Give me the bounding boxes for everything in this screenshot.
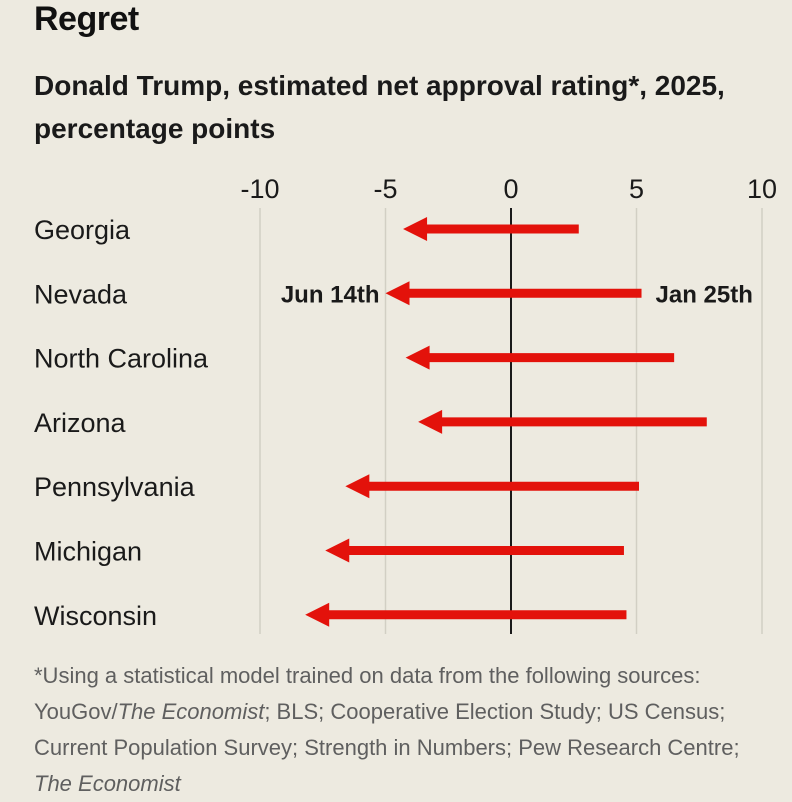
category-label: Pennsylvania xyxy=(34,472,196,502)
arrow-head xyxy=(405,345,430,370)
end-date-label: Jun 14th xyxy=(281,281,380,308)
x-tick-label: 0 xyxy=(503,174,518,204)
x-tick-label: 5 xyxy=(629,174,644,204)
date-annotations: Jun 14th Jan 25th xyxy=(281,281,753,308)
arrow-head xyxy=(345,474,370,499)
footnote-italic-1: The Economist xyxy=(117,699,265,724)
x-tick-label: -5 xyxy=(373,174,397,204)
arrow-head xyxy=(325,538,350,563)
chart-subtitle: Donald Trump, estimated net approval rat… xyxy=(34,70,725,144)
category-label: North Carolina xyxy=(34,344,209,374)
category-label: Nevada xyxy=(34,279,128,309)
x-tick-label: -10 xyxy=(240,174,279,204)
arrow-head xyxy=(385,281,410,306)
chart-title: Regret xyxy=(34,0,139,38)
start-date-label: Jan 25th xyxy=(656,281,753,308)
footnote: *Using a statistical model trained on da… xyxy=(34,658,774,802)
x-tick-labels: -10 -5 0 5 10 xyxy=(240,174,777,204)
arrow-head xyxy=(305,602,330,627)
arrow-head xyxy=(418,409,443,434)
category-label: Georgia xyxy=(34,215,131,245)
arrows xyxy=(305,217,707,627)
category-label: Arizona xyxy=(34,408,127,438)
x-tick-label: 10 xyxy=(747,174,777,204)
footnote-text-2: ; BLS; Cooperative Election Study; US Ce… xyxy=(34,699,740,760)
arrow-head xyxy=(403,217,428,241)
footnote-text-1: *Using a statistical model trained on da… xyxy=(34,663,701,724)
category-labels: Georgia Nevada North Carolina Arizona Pennsy… xyxy=(34,215,209,631)
footnote-italic-2: The Economist xyxy=(34,771,181,796)
category-label: Wisconsin xyxy=(34,601,157,631)
category-label: Michigan xyxy=(34,537,142,567)
